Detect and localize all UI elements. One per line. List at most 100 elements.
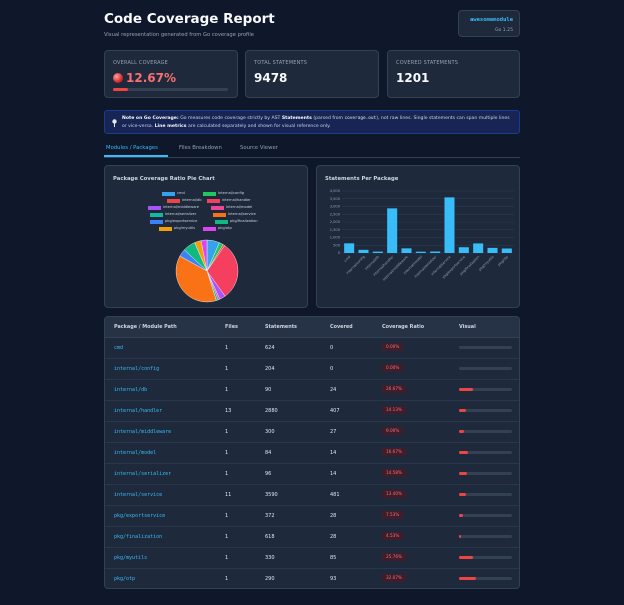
package-path-link[interactable]: internal/service [114, 492, 163, 498]
covered-statements-label: Covered Statements [396, 60, 459, 66]
statements-count: 90 [265, 387, 272, 393]
statements-count: 372 [265, 513, 275, 519]
x-tick-label: internal/middleware [382, 255, 409, 282]
legend-swatch [211, 206, 224, 210]
package-path-link[interactable]: pkg/exportservice [114, 513, 166, 519]
bar-pkg-finalization[interactable] [473, 243, 484, 253]
bar-internal-middleware[interactable] [401, 248, 412, 253]
bar-chart-title: Statements Per Package [325, 176, 399, 182]
table-row[interactable]: internal/serializer 1 96 14 14.58% [105, 463, 519, 485]
overall-coverage-bar [113, 88, 228, 91]
tab-source-viewer[interactable]: Source Viewer [240, 145, 278, 151]
legend-swatch [150, 220, 163, 224]
covered-count: 27 [330, 429, 337, 435]
y-tick-label: 2,500 [330, 212, 341, 216]
package-path-link[interactable]: internal/handler [114, 408, 163, 414]
y-tick-label: 1,000 [330, 236, 341, 240]
module-badge: awesomemodule Go 1.25 [458, 10, 520, 37]
tab-bar: Modules / Packages Files Breakdown Sourc… [104, 143, 520, 158]
covered-count: 14 [330, 450, 337, 456]
overall-coverage-card: Overall Coverage 12.67% [104, 50, 238, 98]
table-row[interactable]: internal/handler 13 2880 407 14.13% [105, 400, 519, 422]
covered-count: 28 [330, 513, 337, 519]
table-row[interactable]: internal/config 1 204 0 0.00% [105, 358, 519, 380]
table-row[interactable]: pkg/exportservice 1 372 28 7.53% [105, 505, 519, 527]
coverage-visual-bar [459, 451, 512, 454]
covered-count: 407 [330, 408, 340, 414]
coverage-visual-bar-fill [459, 535, 462, 538]
package-path-link[interactable]: pkg/otp [114, 576, 136, 582]
statements-count: 290 [265, 576, 275, 582]
package-path-link[interactable]: internal/model [114, 450, 157, 456]
bar-internal-service[interactable] [444, 197, 455, 253]
bar-internal-handler[interactable] [387, 208, 398, 253]
tab-modules-packages[interactable]: Modules / Packages [106, 145, 158, 151]
package-path-link[interactable]: pkg/myutils [114, 555, 148, 561]
total-statements-value: 9478 [254, 71, 288, 85]
coverage-note-text: Note on Go Coverage: Go measures code co… [122, 116, 510, 129]
table-row[interactable]: internal/service 11 3590 481 13.40% [105, 484, 519, 506]
bar-internal-serializer[interactable] [430, 251, 441, 253]
y-tick-label: 3,500 [330, 197, 341, 201]
coverage-visual-bar [459, 535, 512, 538]
pie-slice-internal-service[interactable] [175, 255, 217, 303]
table-row[interactable]: pkg/myutils 1 330 85 25.76% [105, 547, 519, 569]
tab-files-breakdown[interactable]: Files Breakdown [179, 145, 222, 151]
coverage-ratio-badge: 9.00% [382, 427, 404, 435]
coverage-visual-bar-fill [459, 556, 473, 559]
coverage-ratio-badge: 14.13% [382, 406, 406, 414]
coverage-visual-bar-fill [459, 409, 467, 412]
bar-chart-panel: Statements Per Package 0 500 1,000 1,500 2,0… [316, 165, 520, 308]
package-path-link[interactable]: internal/db [114, 387, 148, 393]
bar-pkg-exportservice[interactable] [458, 247, 469, 253]
bar-pkg-myutils[interactable] [487, 247, 498, 253]
pie-slice-internal-handler[interactable] [206, 245, 239, 297]
bar-internal-config[interactable] [358, 249, 369, 253]
y-tick-label: 0 [338, 251, 341, 255]
covered-statements-value: 1201 [396, 71, 430, 85]
coverage-visual-bar-fill [459, 430, 464, 433]
coverage-ratio-badge: 14.58% [382, 469, 406, 477]
package-path-link[interactable]: internal/serializer [114, 471, 172, 477]
table-row[interactable]: pkg/otp 1 290 93 32.07% [105, 568, 519, 588]
table-row[interactable]: cmd 1 624 0 0.00% [105, 337, 519, 359]
package-path-link[interactable]: cmd [114, 345, 124, 351]
table-row[interactable]: internal/db 1 90 24 26.67% [105, 379, 519, 401]
package-path-link[interactable]: internal/middleware [114, 429, 172, 435]
package-path-link[interactable]: internal/config [114, 366, 160, 372]
bar-internal-db[interactable] [372, 251, 383, 253]
coverage-ratio-badge: 26.67% [382, 385, 406, 393]
y-tick-label: 4,000 [330, 189, 341, 193]
page-title: Code Coverage Report [104, 11, 275, 27]
covered-count: 481 [330, 492, 340, 498]
overall-coverage-label: Overall Coverage [113, 60, 169, 66]
legend-label: internal/middleware [163, 205, 200, 209]
covered-count: 0 [330, 345, 334, 351]
files-count: 1 [225, 471, 229, 477]
legend-swatch [215, 220, 228, 224]
coverage-ratio-badge: 32.07% [382, 574, 406, 582]
table-row[interactable]: pkg/finalization 1 618 28 4.53% [105, 526, 519, 548]
coverage-visual-bar [459, 409, 512, 412]
legend-swatch [203, 227, 216, 231]
files-count: 1 [225, 534, 229, 540]
statements-count: 96 [265, 471, 272, 477]
bar-internal-model[interactable] [415, 251, 426, 253]
covered-count: 14 [330, 471, 337, 477]
covered-count: 93 [330, 576, 337, 582]
table-row[interactable]: internal/middleware 1 300 27 9.00% [105, 421, 519, 443]
coverage-visual-bar-fill [459, 472, 467, 475]
covered-count: 28 [330, 534, 337, 540]
bar-cmd[interactable] [344, 243, 355, 253]
coverage-ratio-badge: 16.67% [382, 448, 406, 456]
y-tick-label: 3,000 [330, 205, 341, 209]
overall-coverage-bar-fill [113, 88, 128, 91]
legend-swatch [148, 206, 161, 210]
package-path-link[interactable]: pkg/finalization [114, 534, 163, 540]
bar-pkg-otp[interactable] [501, 248, 512, 253]
table-row[interactable]: internal/model 1 84 14 16.67% [105, 442, 519, 464]
header-covered: Covered [330, 324, 353, 330]
coverage-visual-bar [459, 430, 512, 433]
pie-slice-pkg-otp[interactable] [200, 239, 208, 272]
legend-label: pkg/myutils [174, 226, 196, 230]
